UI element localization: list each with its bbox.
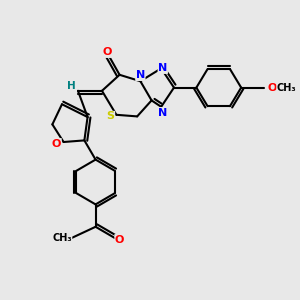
Text: N: N [158,108,167,118]
Text: N: N [136,70,145,80]
Text: CH₃: CH₃ [277,82,296,93]
Text: O: O [115,235,124,244]
Text: O: O [102,47,112,57]
Text: CH₃: CH₃ [52,233,72,243]
Text: S: S [106,111,115,122]
Text: N: N [158,63,167,74]
Text: O: O [52,139,61,148]
Text: H: H [67,81,75,91]
Text: O: O [268,82,277,93]
